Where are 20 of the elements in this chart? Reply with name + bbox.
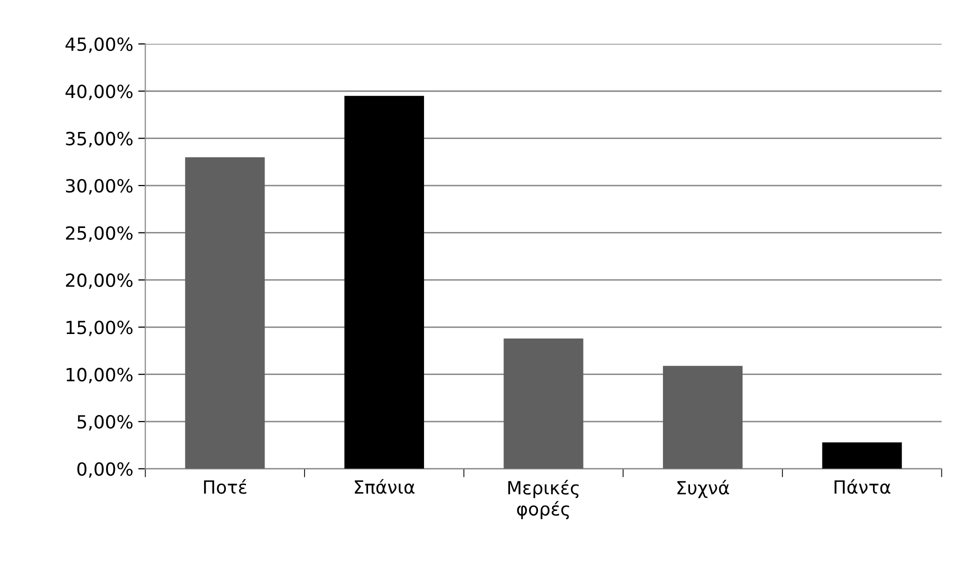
y-tick-label: 10,00% (66, 368, 133, 384)
bar (344, 96, 424, 469)
bar (504, 338, 584, 469)
y-tick-label: 15,00% (66, 320, 133, 336)
x-tick-label: Πάντα (834, 479, 890, 494)
x-tick-label: Σπάνια (354, 479, 414, 494)
bar (822, 442, 902, 469)
bar (662, 366, 743, 469)
bar (185, 157, 265, 469)
x-tick-label: Ποτέ (204, 479, 246, 494)
y-tick-label: 30,00% (66, 178, 133, 194)
x-tick-label: Μερικές φορές (508, 480, 579, 520)
y-tick-label: 35,00% (66, 132, 133, 148)
y-tick-label: 0,00% (77, 462, 133, 478)
x-tick-label: Συχνά (677, 480, 730, 498)
y-tick-label: 25,00% (66, 226, 133, 242)
y-tick-label: 40,00% (66, 84, 133, 100)
y-tick-label: 20,00% (66, 273, 133, 289)
y-tick-label: 5,00% (78, 415, 133, 431)
y-tick-label: 45,00% (66, 37, 133, 53)
